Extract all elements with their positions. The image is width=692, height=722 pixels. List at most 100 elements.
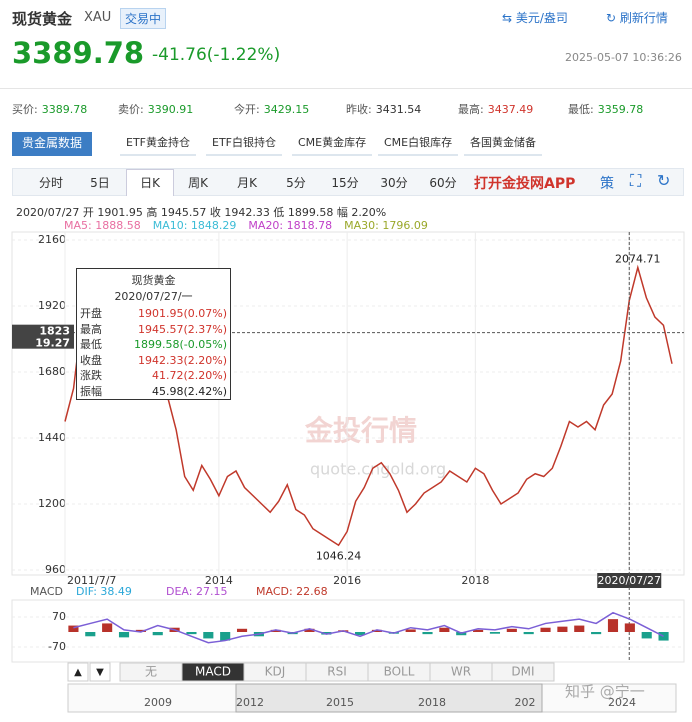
up-button: [67, 662, 89, 682]
tooltip-value: 1901.95(0.07%): [137, 307, 227, 320]
watermark-site: quote.cngold.org: [310, 460, 446, 479]
tab[interactable]: CME黄金库存: [292, 132, 373, 156]
indicator-label: RSI: [327, 665, 347, 679]
tooltip-label: 收盘: [80, 353, 102, 367]
title: 现货黄金: [12, 10, 73, 28]
tooltip-row: 涨跌 41.72(2.20%): [77, 368, 230, 384]
y-tick-label: 1200: [38, 497, 66, 510]
tooltip: 现货黄金 2020/07/27/一 开盘 1901.95(0.07%) 最高 1945.5…: [76, 268, 231, 400]
credit-watermark: 知乎 @宁一: [565, 683, 645, 701]
ma-legend: MA5: 1888.58 MA10: 1848.29 MA20: 1818.78 MA…: [64, 219, 440, 232]
divider: [0, 88, 692, 89]
info-line: 2020/07/27 开 1901.95 高 1945.57 收 1942.33…: [16, 206, 387, 219]
period-tab[interactable]: 日K: [126, 169, 174, 196]
tab[interactable]: ETF白银持仓: [206, 132, 282, 156]
extreme-label: 1046.24: [316, 549, 362, 562]
macd-bar: [371, 629, 382, 632]
tooltip-label: 最低: [80, 338, 102, 351]
refresh-label: 刷新行情: [619, 11, 668, 25]
period-tab[interactable]: 周K: [188, 176, 208, 190]
macd-bar: [304, 628, 315, 632]
y-tick-label: 1920: [38, 299, 66, 312]
macd-frame: [11, 599, 685, 663]
macd-bar: [203, 632, 214, 639]
refresh-icon[interactable]: ↻: [657, 171, 671, 190]
tooltip-value: 1942.33(2.20%): [137, 353, 227, 367]
tab[interactable]: CME白银库存: [378, 132, 459, 156]
tooltip-label: 开盘: [80, 307, 102, 320]
quote-value: 3431.54: [375, 103, 422, 116]
period-tab[interactable]: 分时: [38, 176, 63, 190]
navigator-year: 2009: [144, 696, 172, 709]
x-tick-label: 2016: [333, 574, 361, 587]
strategy-button[interactable]: 策: [600, 176, 614, 192]
indicator-label: BOLL: [384, 665, 415, 679]
tooltip-label: 涨跌: [80, 369, 102, 382]
dif-line: [73, 611, 664, 644]
indicator-tab[interactable]: [491, 662, 555, 682]
macd-bar: [68, 625, 79, 632]
macd-bar: [135, 629, 146, 632]
macd-bar: [540, 627, 551, 632]
tooltip-row: 收盘 1942.33(2.20%): [77, 353, 230, 369]
indicator-label: KDJ: [265, 665, 286, 679]
refresh-button[interactable]: ↻ 刷新行情: [606, 9, 668, 26]
ma-legend-item: MA5: 1888.58: [64, 219, 141, 232]
y-tick-label: 1680: [38, 365, 66, 378]
y-tick-label: 1440: [38, 431, 66, 444]
tooltip-label: 最高: [80, 322, 102, 336]
tab[interactable]: 各国黄金储备: [464, 132, 542, 156]
macd-legend-item: DEA: 27.15: [166, 585, 227, 598]
quote: 今开: 3429.15: [234, 101, 309, 117]
period-bar: [12, 168, 684, 196]
app-link[interactable]: 打开金投网APP: [474, 176, 576, 192]
change: -41.76(-1.22%): [152, 45, 281, 65]
macd-bar: [641, 632, 652, 639]
tooltip-value: 1899.58(-0.05%): [134, 338, 227, 351]
watermark-brand: 金投行情: [304, 414, 417, 447]
quote-label: 最低:: [568, 103, 594, 116]
macd-bar: [118, 632, 130, 638]
period-tab[interactable]: 30分: [380, 176, 408, 190]
tooltip-title: 现货黄金: [131, 274, 176, 287]
navigator-year: 2015: [326, 696, 354, 709]
macd-bar: [439, 627, 450, 632]
tab[interactable]: ETF黄金持仓: [120, 132, 196, 156]
icon: ↻: [606, 11, 620, 25]
macd-bar: [422, 632, 433, 635]
ma-legend-item: MA10: 1848.29: [152, 219, 237, 232]
unit-button[interactable]: ⇆ 美元/盎司: [502, 9, 568, 26]
down-button: [89, 662, 111, 682]
y-tick-label: 70: [52, 610, 66, 623]
period-tab[interactable]: 月K: [237, 176, 257, 190]
quote-value: 3389.78: [41, 103, 88, 116]
quote: 最低: 3359.78: [568, 101, 643, 117]
extreme-label: 2074.71: [615, 252, 661, 265]
tooltip-value: 41.72(2.20%): [151, 369, 227, 382]
macd-bar: [405, 629, 416, 632]
quote-value: 3390.91: [147, 103, 194, 116]
quote-label: 卖价:: [118, 103, 144, 116]
fullscreen-icon[interactable]: ⛶: [630, 171, 642, 190]
period-tab[interactable]: 15分: [331, 176, 359, 190]
tooltip-label: 振幅: [80, 384, 102, 398]
period-tab[interactable]: 5日: [90, 176, 110, 190]
macd-bar: [186, 632, 197, 635]
quote-label: 买价:: [12, 103, 38, 116]
macd-bar: [506, 628, 517, 632]
y-tick-label: 960: [45, 563, 66, 576]
indicator-label: DMI: [511, 665, 534, 679]
indicator-label: MACD: [195, 665, 231, 679]
x-tick-label: 2014: [205, 574, 233, 587]
macd-bar: [152, 632, 163, 636]
tooltip-row: 最低 1899.58(-0.05%): [77, 337, 230, 353]
tab[interactable]: 贵金属数据: [12, 132, 93, 156]
down-arrow: ▼: [96, 667, 104, 678]
indicator-label: WR: [451, 665, 471, 679]
price: 3389.78: [12, 36, 145, 70]
period-tab[interactable]: 5分: [286, 176, 306, 190]
tooltip-date: 2020/07/27/一: [114, 290, 193, 303]
quote: 卖价: 3390.91: [118, 101, 193, 117]
period-tab[interactable]: 60分: [429, 176, 457, 190]
quote-label: 最高:: [458, 103, 484, 116]
